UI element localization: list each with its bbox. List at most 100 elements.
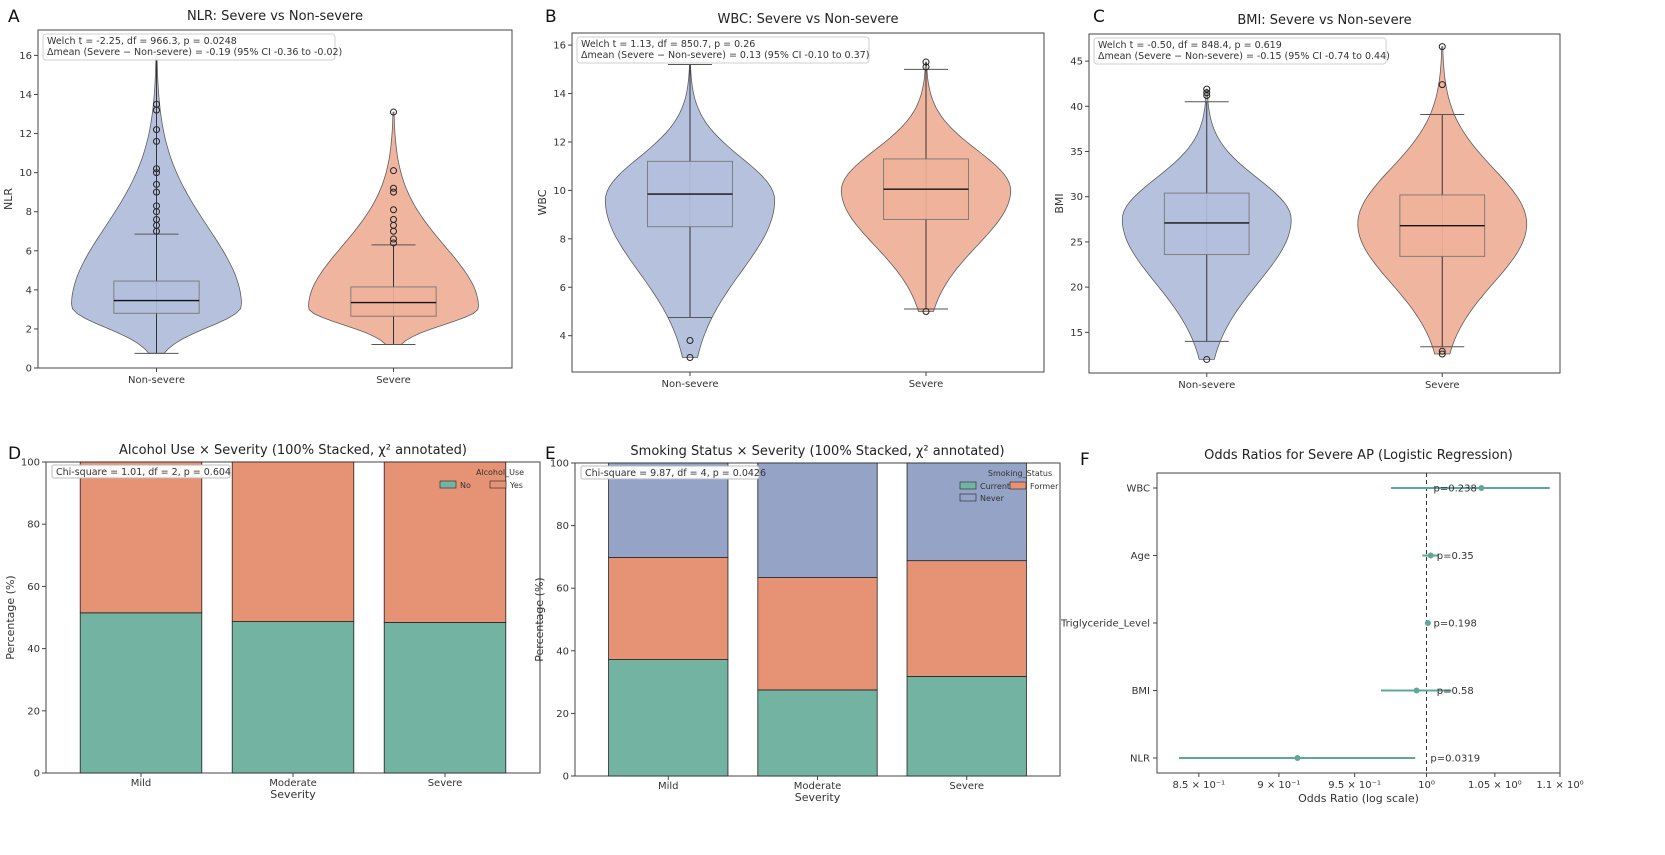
y-tick-label: 2 xyxy=(26,324,32,335)
bar-segment-former xyxy=(608,557,729,660)
panel-C: C BMI: Severe vs Non-severe 15 20 25 30 35 40 45… xyxy=(1053,7,1561,391)
odds-ratio-point xyxy=(1413,687,1420,694)
violin-group-severe xyxy=(840,58,1012,315)
outlier-point xyxy=(390,167,397,175)
y-tick-label: WBC xyxy=(1126,484,1150,495)
panel-A: A NLR: Severe vs Non-severe 0 2 4 6 8 10 12 14 16 N… xyxy=(2,7,513,386)
y-tick-label: 60 xyxy=(27,582,40,593)
outlier-point xyxy=(1438,43,1446,51)
p-value-label: p=0.58 xyxy=(1437,686,1474,697)
annotation-box xyxy=(580,465,760,480)
y-tick-label: Triglyceride_Level xyxy=(1060,619,1150,630)
outlier-point xyxy=(390,108,397,116)
x-tick-label: Severe xyxy=(909,379,944,390)
y-tick-label: 0 xyxy=(34,769,40,780)
p-value-label: p=0.35 xyxy=(1437,551,1474,562)
panel-title: WBC: Severe vs Non-severe xyxy=(718,12,899,27)
y-axis-label: Percentage (%) xyxy=(4,575,17,659)
odds-ratio-point xyxy=(1427,552,1434,559)
outlier-point xyxy=(390,188,397,196)
annotation-line: Welch t = -2.25, df = 966.3, p = 0.0248 xyxy=(47,36,237,47)
plot-frame xyxy=(1156,472,1561,774)
legend-swatch xyxy=(439,480,457,489)
outlier-point xyxy=(922,307,930,315)
p-value-label: p=0.0319 xyxy=(1430,754,1480,765)
y-tick-label: 16 xyxy=(19,51,32,62)
outlier-point xyxy=(390,216,397,224)
bar-segment-former xyxy=(757,577,878,691)
x-axis-label: Odds Ratio (log scale) xyxy=(1298,792,1419,805)
y-tick-label: 0 xyxy=(26,364,32,375)
bar-segment-no xyxy=(231,621,355,774)
outlier-point xyxy=(390,235,397,243)
bar-segment-yes xyxy=(79,461,203,614)
violin-group-non-severe xyxy=(71,55,242,354)
bar-segment-current xyxy=(906,676,1027,777)
plot-frame xyxy=(37,29,513,369)
y-tick-label: 12 xyxy=(19,129,32,140)
y-tick-label: 12 xyxy=(553,137,566,148)
x-tick-label: Severe xyxy=(376,375,411,386)
legend-label: No xyxy=(460,481,471,490)
violin-group-severe xyxy=(1357,43,1528,358)
legend-swatch xyxy=(959,493,977,502)
legend-label: Never xyxy=(980,494,1005,503)
legend-label: Current xyxy=(980,482,1010,491)
y-tick-label: 100 xyxy=(550,459,569,470)
bar-segment-never xyxy=(906,462,1027,562)
outlier-point xyxy=(390,239,397,247)
annotation-box xyxy=(42,33,336,61)
y-tick-label: 10 xyxy=(553,186,566,197)
chi-square-annotation: Chi-square = 1.01, df = 2, p = 0.604 xyxy=(56,467,231,478)
annotation-line: Welch t = 1.13, df = 850.7, p = 0.26 xyxy=(581,39,755,50)
plot-frame xyxy=(571,32,1045,373)
x-tick-label: Severe xyxy=(428,778,463,789)
y-tick-label: 15 xyxy=(1070,328,1083,339)
y-tick-label: 20 xyxy=(556,709,569,720)
odds-ratio-point xyxy=(1294,755,1301,761)
panel-title: Smoking Status × Severity (100% Stacked,… xyxy=(630,444,1004,459)
bar-segment-current xyxy=(757,689,878,777)
iqr-box xyxy=(1163,192,1250,256)
y-tick-label: 10 xyxy=(19,168,32,179)
bar-segment-no xyxy=(79,612,203,774)
annotation-box xyxy=(1093,37,1387,65)
panel-title: NLR: Severe vs Non-severe xyxy=(187,9,363,24)
panel-letter: E xyxy=(545,444,556,464)
y-tick-label: 6 xyxy=(560,283,566,294)
x-tick-label: Moderate xyxy=(794,781,842,792)
outlier-point xyxy=(922,63,930,71)
chi-square-annotation: Chi-square = 9.87, df = 4, p = 0.0426 xyxy=(585,468,766,479)
y-tick-label: 14 xyxy=(553,89,566,100)
forest-row: NLR p=0.0319 xyxy=(1130,754,1480,765)
outlier-point xyxy=(1438,350,1446,358)
y-axis-label: NLR xyxy=(2,188,15,210)
outlier-point xyxy=(1203,355,1211,363)
y-tick-label: 4 xyxy=(26,285,32,296)
forest-row: Triglyceride_Level p=0.198 xyxy=(1060,619,1477,630)
plot-frame xyxy=(1088,33,1561,374)
y-tick-label: 14 xyxy=(19,90,32,101)
outlier-point xyxy=(1438,347,1446,355)
x-axis-label: Severity xyxy=(270,788,316,801)
annotation-line: Δmean (Severe − Non-severe) = -0.19 (95%… xyxy=(47,47,342,58)
outlier-point xyxy=(686,337,694,345)
outlier-point xyxy=(1203,89,1211,97)
y-tick-label: 40 xyxy=(27,644,40,655)
y-tick-label: 8 xyxy=(26,207,32,218)
stats-annotation: Welch t = 1.13, df = 850.7, p = 0.26Δmea… xyxy=(576,36,870,64)
stats-annotation: Welch t = -2.25, df = 966.3, p = 0.0248Δ… xyxy=(42,33,342,61)
y-tick-label: BMI xyxy=(1132,686,1150,697)
panel-B: B WBC: Severe vs Non-severe 4 6 8 10 12 14 16 WBC… xyxy=(536,7,1045,390)
legend-title: Smoking_Status xyxy=(988,469,1052,478)
y-tick-label: 25 xyxy=(1070,237,1083,248)
x-tick-label: Mild xyxy=(131,778,152,789)
panel-letter: B xyxy=(545,7,557,27)
y-tick-label: 20 xyxy=(27,706,40,717)
y-tick-label: 80 xyxy=(556,521,569,532)
y-axis-label: WBC xyxy=(536,189,549,215)
legend: Smoking_Status Current Former Never xyxy=(959,469,1059,503)
violin-group-severe xyxy=(308,108,479,346)
bar-segment-yes xyxy=(383,461,507,623)
